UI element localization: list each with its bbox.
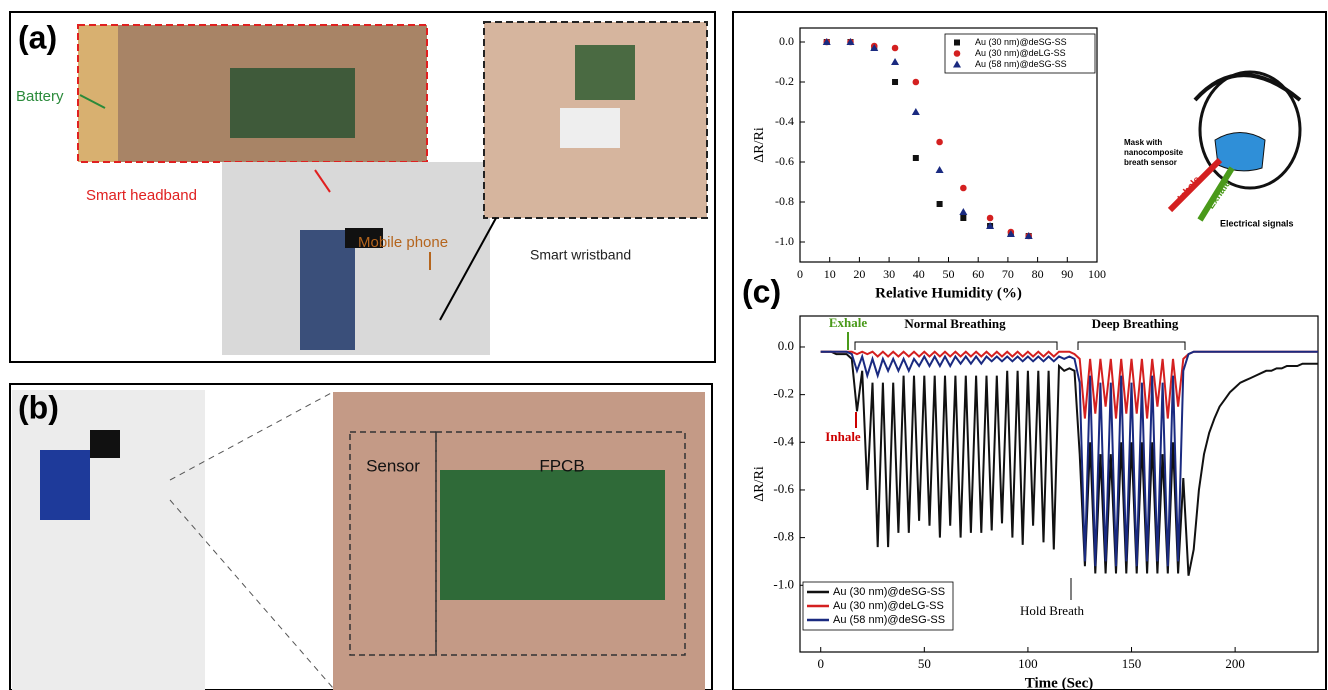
- x-axis-title: Relative Humidity (%): [875, 285, 1022, 301]
- annotation: Smart headband: [86, 187, 197, 204]
- diagram-label: breath sensor: [1124, 158, 1177, 167]
- x-tick-label: 90: [1061, 267, 1073, 281]
- y-tick-label: -0.2: [775, 74, 794, 88]
- annotation: Normal Breathing: [904, 316, 1006, 331]
- x-tick-label: 50: [943, 267, 955, 281]
- annotation: Sensor: [366, 456, 420, 475]
- x-tick-label: 40: [913, 267, 925, 281]
- y-tick-label: -0.6: [775, 154, 794, 168]
- sensor-patch: [560, 108, 620, 148]
- bracket: [1078, 342, 1185, 350]
- annotation: Hold Breath: [1020, 603, 1084, 618]
- panel-label: (b): [18, 389, 59, 425]
- annotation: Exhale: [829, 315, 868, 330]
- diagram-label: Electrical signals: [1220, 218, 1294, 228]
- bracket: [855, 342, 1057, 350]
- y-tick-label: -1.0: [775, 234, 794, 248]
- x-tick-label: 200: [1225, 656, 1245, 671]
- point: [936, 139, 943, 146]
- x-tick-label: 50: [918, 656, 931, 671]
- face-cover: [90, 430, 120, 458]
- y-axis-title: ΔR/Ri: [752, 466, 767, 502]
- point: [954, 50, 961, 57]
- x-tick-label: 30: [883, 267, 895, 281]
- point: [913, 155, 919, 161]
- x-tick-label: 80: [1032, 267, 1044, 281]
- legend-label: Au (30 nm)@deSG-SS: [975, 37, 1067, 47]
- point: [987, 215, 994, 222]
- annotation: Inhale: [825, 429, 861, 444]
- point: [936, 166, 944, 173]
- x-tick-label: 0: [817, 656, 824, 671]
- panel-label: (a): [18, 19, 57, 55]
- annotation: Smart wristband: [530, 247, 631, 263]
- y-tick-label: 0.0: [779, 34, 794, 48]
- point: [892, 45, 899, 52]
- x-tick-label: 100: [1088, 267, 1106, 281]
- point: [959, 208, 967, 215]
- annotation: FPCB: [539, 456, 584, 475]
- legend-label: Au (58 nm)@deSG-SS: [975, 59, 1067, 69]
- x-tick-label: 60: [972, 267, 984, 281]
- rider: [40, 450, 90, 520]
- diagram-label: Mask with: [1124, 138, 1162, 147]
- annotation: Deep Breathing: [1092, 316, 1179, 331]
- line: [821, 352, 1318, 576]
- annotation: Mobile phone: [358, 234, 448, 251]
- panel-label: (c): [742, 273, 781, 309]
- y-axis-title: ΔR/Ri: [752, 127, 767, 163]
- y-tick-label: -1.0: [773, 576, 794, 591]
- y-tick-label: -0.4: [773, 433, 794, 448]
- point: [913, 79, 920, 86]
- x-tick-label: 0: [797, 267, 803, 281]
- legend-label: Au (30 nm)@deSG-SS: [833, 586, 945, 598]
- cycling-photo: [222, 162, 490, 355]
- mask-sketch: [1215, 133, 1265, 171]
- point: [960, 215, 966, 221]
- x-tick-label: 20: [853, 267, 865, 281]
- y-tick-label: -0.8: [775, 194, 794, 208]
- point: [960, 185, 967, 192]
- hair: [78, 25, 118, 162]
- diagram-label: nanocomposite: [1124, 148, 1184, 157]
- y-tick-label: -0.6: [773, 481, 794, 496]
- circuit-board: [230, 68, 355, 138]
- y-tick-label: 0.0: [778, 338, 794, 353]
- diagram-label: Inhale: [1176, 174, 1203, 204]
- x-tick-label: 150: [1122, 656, 1142, 671]
- figure: (a) Battery Smart headband Mobile phone …: [0, 0, 1328, 690]
- circuit-board: [575, 45, 635, 100]
- x-tick-label: 100: [1018, 656, 1038, 671]
- point: [891, 58, 899, 65]
- point: [937, 201, 943, 207]
- circuit-board: [440, 470, 665, 600]
- point: [954, 40, 960, 46]
- x-axis-title: Time (Sec): [1025, 675, 1093, 690]
- x-tick-label: 70: [1002, 267, 1014, 281]
- y-tick-label: -0.8: [773, 529, 794, 544]
- point: [912, 108, 920, 115]
- y-tick-label: -0.2: [773, 386, 794, 401]
- legend-label: Au (30 nm)@deLG-SS: [975, 48, 1066, 58]
- x-tick-label: 10: [824, 267, 836, 281]
- annotation: Battery: [16, 88, 64, 105]
- legend-label: Au (30 nm)@deLG-SS: [833, 600, 944, 612]
- point: [892, 79, 898, 85]
- legend-label: Au (58 nm)@deSG-SS: [833, 614, 945, 626]
- y-tick-label: -0.4: [775, 114, 794, 128]
